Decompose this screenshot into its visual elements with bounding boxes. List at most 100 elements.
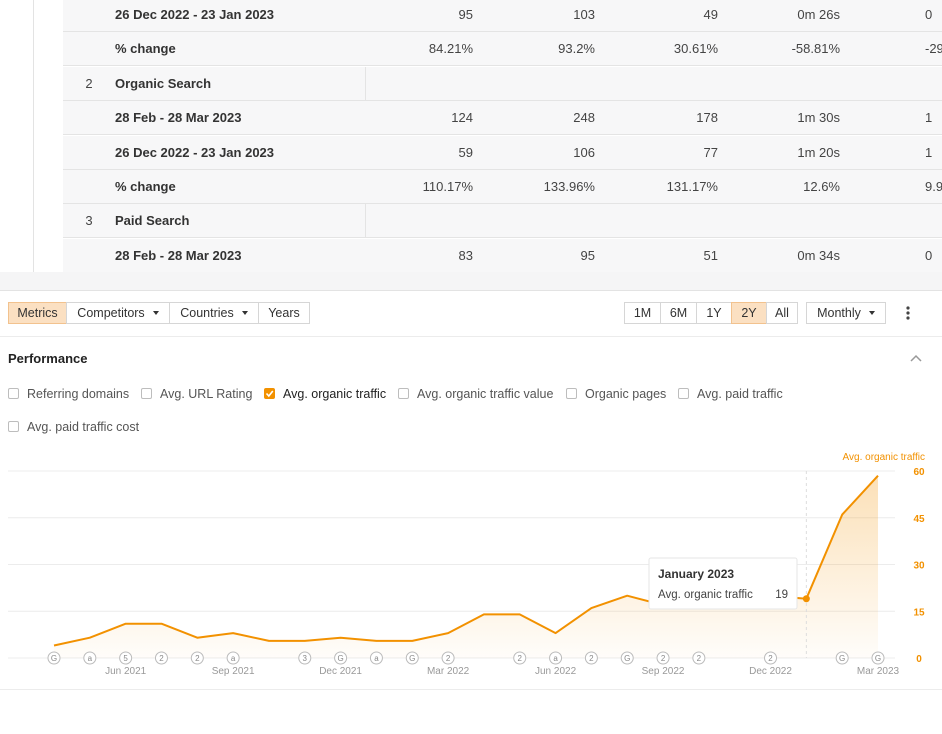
annotation-label: 2 <box>446 654 451 663</box>
table-row <box>63 32 942 67</box>
table-row <box>63 204 942 239</box>
checkbox[interactable] <box>8 421 19 432</box>
checkbox[interactable] <box>141 388 152 399</box>
row-label: 28 Feb - 28 Mar 2023 <box>115 110 242 126</box>
row-label: % change <box>115 41 176 57</box>
cell-value: 12.6% <box>803 179 840 194</box>
annotation-marker <box>154 651 168 665</box>
more-menu[interactable] <box>904 305 912 321</box>
checkbox[interactable] <box>8 388 19 399</box>
x-tick-label: Jun 2022 <box>535 666 577 677</box>
x-tick-label: Mar 2023 <box>857 666 900 677</box>
tab-button[interactable]: Countries <box>169 302 259 324</box>
range-button[interactable]: 6M <box>660 302 697 324</box>
annotation-label: 2 <box>697 654 702 663</box>
checkbox-label[interactable]: Avg. paid traffic <box>697 387 783 401</box>
table-row <box>63 238 942 272</box>
y-tick-label: 30 <box>913 561 925 572</box>
annotation-label: G <box>409 654 415 663</box>
annotation-label: 2 <box>518 654 523 663</box>
annotation-marker <box>226 651 240 665</box>
range-button[interactable]: 1M <box>624 302 661 324</box>
y-tick-label: 0 <box>916 654 922 665</box>
cell-value: 131.17% <box>666 179 718 194</box>
cell-value: 49 <box>703 7 718 22</box>
annotation-label: G <box>624 654 630 663</box>
checkbox-label[interactable]: Avg. URL Rating <box>160 387 253 401</box>
checkbox[interactable] <box>566 388 577 399</box>
cell-value: -58.81% <box>791 41 840 57</box>
checkbox[interactable] <box>264 388 275 399</box>
x-tick-label: Sep 2021 <box>212 666 255 677</box>
divider <box>0 336 942 337</box>
annotation-marker <box>656 651 670 665</box>
series-label: Avg. organic traffic <box>843 452 925 463</box>
checkbox-label[interactable]: Avg. organic traffic <box>283 387 387 401</box>
checkbox[interactable] <box>398 388 409 399</box>
tab-label: Countries <box>180 306 234 320</box>
x-tick-label: Dec 2022 <box>749 666 792 677</box>
range-button[interactable]: 2Y <box>731 302 767 324</box>
checkbox[interactable] <box>678 388 689 399</box>
annotation-label: 2 <box>195 654 200 663</box>
range-button[interactable]: 1Y <box>696 302 732 324</box>
cell-value: 1m 20s <box>797 144 840 160</box>
row-label: 28 Feb - 28 Mar 2023 <box>115 247 242 263</box>
checkbox-label[interactable]: Referring domains <box>27 387 130 401</box>
cell-value: 93.2% <box>558 41 595 57</box>
collapse-icon[interactable] <box>909 353 923 363</box>
checkbox-label[interactable]: Organic pages <box>585 387 667 401</box>
annotation-label: 2 <box>589 654 594 663</box>
divider <box>365 66 366 101</box>
row-index: 3 <box>85 213 93 229</box>
annotation-marker <box>584 651 598 665</box>
cell-value: 0 <box>925 7 933 22</box>
annotation-label: a <box>231 654 236 663</box>
x-tick-label: Mar 2022 <box>427 666 470 677</box>
checkbox-label[interactable]: Avg. organic traffic value <box>417 387 554 401</box>
row-label: 26 Dec 2022 - 23 Jan 2023 <box>115 144 275 160</box>
divider <box>365 204 366 239</box>
y-tick-label: 45 <box>913 514 925 525</box>
tab-button[interactable]: Competitors <box>66 302 170 324</box>
cell-value: 1 <box>925 110 933 126</box>
interval-dropdown[interactable]: Monthly <box>806 302 886 324</box>
cell-value: 83 <box>458 247 473 263</box>
annotation-label: 5 <box>123 654 128 663</box>
annotation-marker <box>405 651 419 665</box>
cell-value: 106 <box>573 144 595 160</box>
cell-value: 95 <box>580 247 595 263</box>
row-label: Organic Search <box>115 75 212 91</box>
divider <box>0 272 942 291</box>
row-label: % change <box>115 179 176 194</box>
x-tick-label: Jun 2021 <box>105 666 147 677</box>
range-button[interactable]: All <box>766 302 798 324</box>
checkbox-label[interactable]: Avg. paid traffic cost <box>27 420 140 434</box>
annotation-marker <box>190 651 204 665</box>
annotation-marker <box>298 651 312 665</box>
cell-value: 103 <box>573 7 595 22</box>
row-label: 26 Dec 2022 - 23 Jan 2023 <box>115 7 275 22</box>
tab-button[interactable]: Years <box>258 302 310 324</box>
annotation-marker <box>369 651 383 665</box>
annotation-label: 2 <box>768 654 773 663</box>
y-tick-label: 60 <box>913 467 925 478</box>
dropdown-caret <box>868 311 875 315</box>
tab-button[interactable]: Metrics <box>8 302 67 324</box>
annotation-marker <box>764 651 778 665</box>
cell-value: -29 <box>925 41 942 57</box>
annotation-label: G <box>839 654 845 663</box>
annotation-marker <box>119 651 133 665</box>
annotation-label: a <box>553 654 558 663</box>
annotation-marker <box>620 651 634 665</box>
annotation-label: G <box>875 654 881 663</box>
table: 26 Dec 2022 - 23 Jan 2023 95 103 49 0m 26s 0%… <box>63 0 942 272</box>
tab-label: Metrics <box>17 306 58 320</box>
table-row <box>63 135 942 170</box>
table-row <box>63 101 942 136</box>
row-index: 2 <box>85 75 93 91</box>
divider <box>0 689 942 690</box>
x-tick-label: Dec 2021 <box>319 666 362 677</box>
dropdown-caret <box>152 311 159 315</box>
